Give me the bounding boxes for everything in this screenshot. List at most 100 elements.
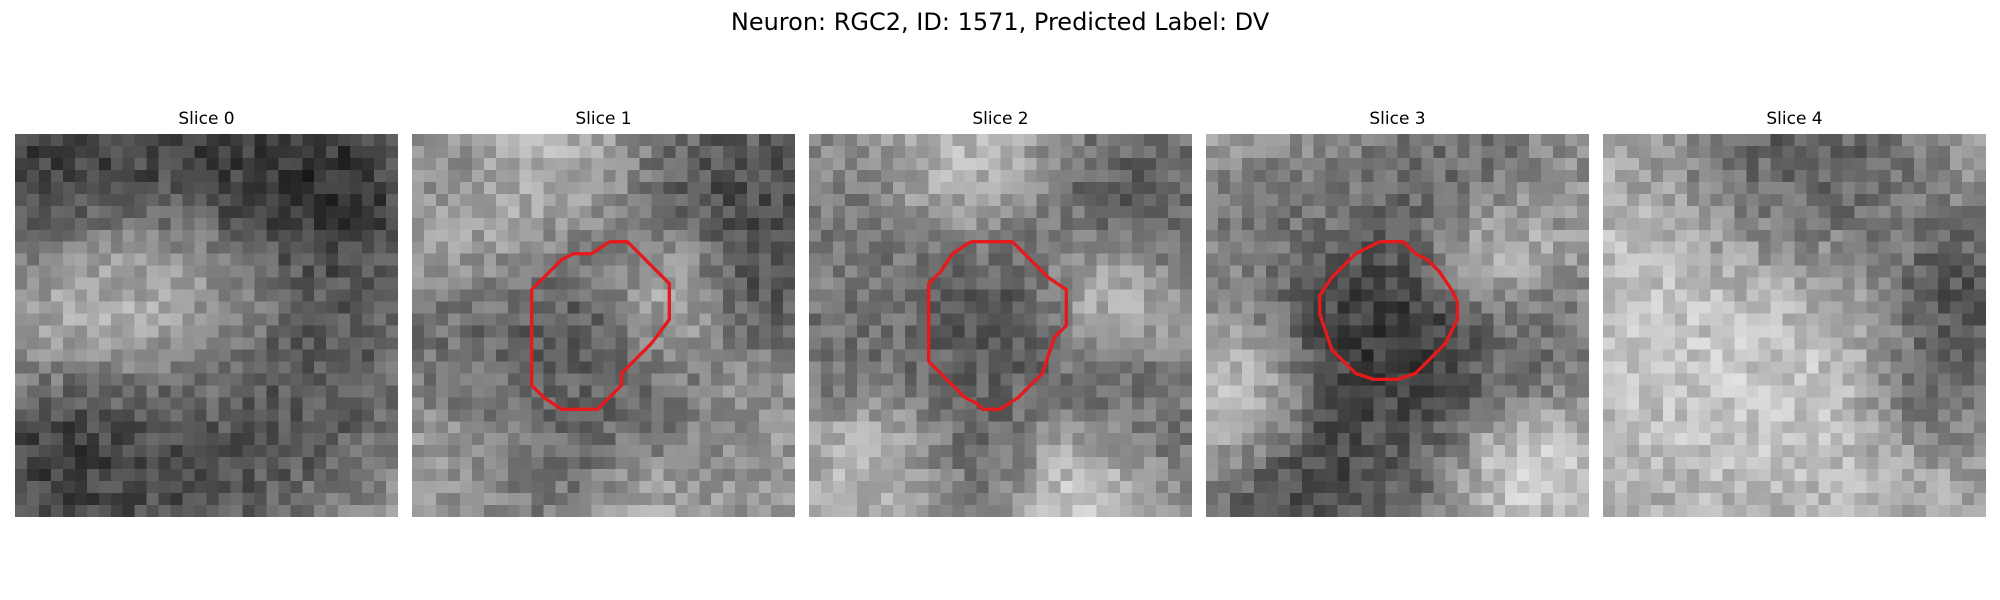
pixel: [1301, 325, 1314, 338]
pixel: [1012, 277, 1025, 290]
pixel: [1674, 361, 1688, 374]
pixel: [579, 349, 592, 362]
pixel: [38, 253, 52, 266]
pixel: [1361, 169, 1374, 183]
pixel: [868, 373, 882, 386]
pixel: [1603, 301, 1616, 314]
pixel: [386, 349, 398, 362]
pixel: [916, 337, 929, 350]
pixel: [651, 409, 664, 422]
pixel: [1337, 385, 1350, 398]
pixel: [50, 469, 64, 482]
pixel: [1794, 193, 1807, 207]
pixel: [1361, 181, 1374, 195]
pixel: [1950, 409, 1963, 422]
pixel: [50, 181, 64, 195]
pixel: [170, 397, 183, 410]
pixel: [916, 481, 929, 494]
pixel: [326, 134, 339, 147]
pixel: [591, 193, 604, 207]
pixel: [567, 481, 580, 494]
pixel: [1541, 481, 1554, 494]
pixel: [302, 313, 315, 326]
pixel: [1373, 409, 1386, 422]
pixel: [38, 277, 52, 290]
pixel: [266, 229, 279, 242]
pixel: [1794, 181, 1807, 195]
pixel: [832, 277, 846, 290]
pixel: [1409, 265, 1422, 278]
pixel: [1229, 289, 1243, 302]
pixel: [170, 157, 183, 171]
pixel: [471, 313, 485, 326]
pixel: [194, 325, 207, 338]
pixel: [1337, 457, 1350, 470]
pixel: [374, 349, 387, 362]
pixel: [1794, 241, 1807, 254]
pixel: [856, 325, 870, 338]
pixel: [699, 361, 712, 374]
pixel: [519, 157, 532, 171]
pixel: [1662, 301, 1676, 314]
pixel: [627, 469, 640, 482]
pixel: [86, 325, 100, 338]
pixel: [1253, 361, 1267, 374]
pixel: [988, 217, 1001, 230]
pixel: [579, 265, 592, 278]
pixel: [1505, 181, 1518, 195]
pixel: [1638, 134, 1652, 147]
pixel: [1505, 457, 1518, 470]
pixel: [1746, 289, 1759, 302]
pixel: [1036, 229, 1049, 242]
pixel: [1024, 409, 1037, 422]
pixel: [374, 181, 387, 195]
pixel: [1301, 397, 1314, 410]
pixel: [1144, 361, 1157, 374]
pixel: [1457, 313, 1470, 326]
pixel: [1541, 469, 1554, 482]
pixel: [62, 241, 76, 254]
pixel: [459, 193, 473, 207]
pixel: [302, 433, 315, 446]
pixel: [326, 289, 339, 302]
pixel: [1974, 217, 1986, 230]
pixel: [579, 421, 592, 434]
pixel: [242, 493, 255, 506]
pixel: [38, 134, 52, 147]
pixel: [1012, 205, 1025, 219]
pixel: [820, 349, 834, 362]
pixel: [1084, 217, 1097, 230]
pixel: [1156, 337, 1169, 350]
pixel: [1206, 361, 1219, 374]
pixel: [1206, 433, 1219, 446]
pixel: [1650, 241, 1664, 254]
pixel: [1866, 265, 1879, 278]
pixel: [531, 325, 544, 338]
pixel: [1758, 181, 1771, 195]
pixel: [1397, 313, 1410, 326]
pixel: [1457, 217, 1470, 230]
pixel: [1445, 157, 1458, 171]
pixel: [1108, 493, 1121, 506]
pixel: [627, 253, 640, 266]
pixel: [350, 349, 363, 362]
pixel: [1626, 301, 1640, 314]
pixel: [1144, 217, 1157, 230]
pixel: [302, 265, 315, 278]
pixel: [483, 433, 497, 446]
pixel: [1469, 229, 1482, 242]
pixel: [1722, 229, 1735, 242]
pixel: [206, 373, 219, 386]
pixel: [1674, 277, 1688, 290]
pixel: [302, 169, 315, 183]
pixel: [423, 421, 437, 434]
pixel: [1144, 134, 1157, 147]
pixel: [663, 361, 676, 374]
pixel: [1096, 205, 1109, 219]
pixel: [1698, 385, 1711, 398]
pixel: [1866, 193, 1879, 207]
pixel: [1698, 445, 1711, 458]
pixel: [856, 301, 870, 314]
pixel: [1493, 361, 1506, 374]
pixel: [1770, 349, 1783, 362]
